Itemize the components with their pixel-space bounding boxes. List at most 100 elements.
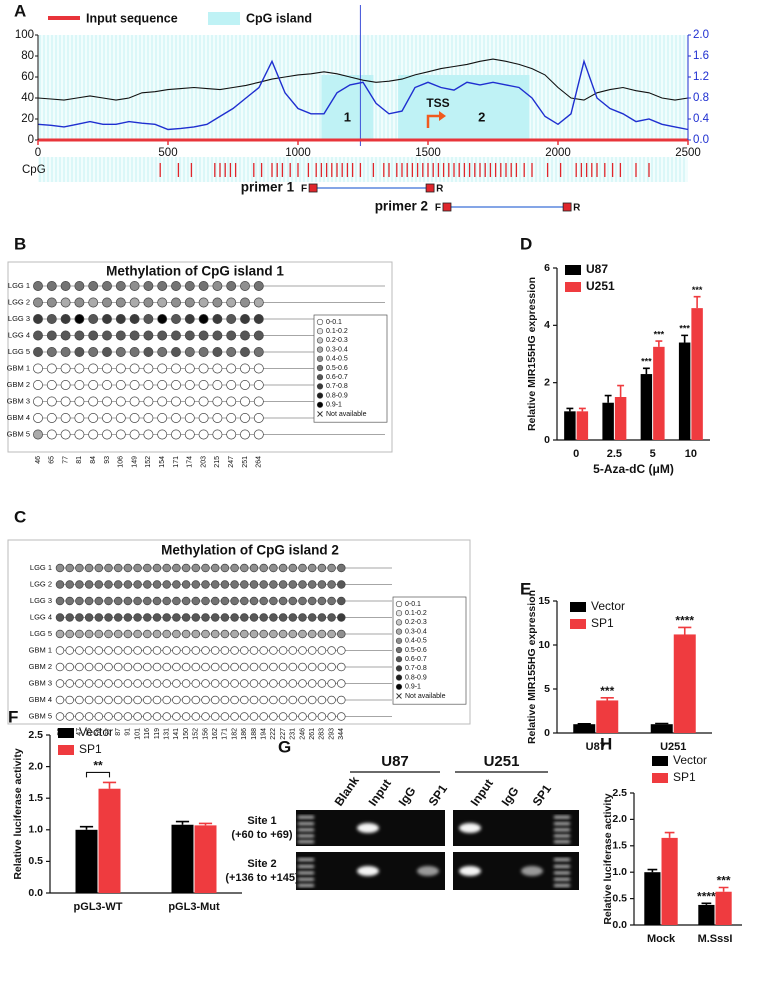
- methylation-dot: [88, 297, 99, 308]
- methylation-dot: [88, 347, 99, 357]
- significance-label: ***: [641, 357, 652, 367]
- ladder-band: [554, 815, 570, 819]
- methylation-dot: [249, 646, 259, 655]
- column-label: 215: [214, 456, 221, 468]
- methylation-dot: [129, 297, 140, 308]
- bar: [661, 837, 678, 925]
- methylation-dot: [212, 347, 223, 357]
- row-label: LGG 2: [30, 579, 52, 588]
- error-bar: [642, 367, 650, 375]
- methylation-dot: [191, 613, 201, 622]
- methylation-dot: [55, 662, 65, 672]
- methylation-dot: [184, 314, 195, 324]
- row-label: GBM 4: [29, 695, 52, 704]
- methylation-dot: [249, 596, 259, 606]
- methylation-dot: [172, 563, 181, 573]
- error-bar: [655, 340, 663, 347]
- methylation-dot: [298, 712, 307, 721]
- x-tick-label: 2000: [545, 147, 571, 159]
- methylation-dot: [184, 363, 195, 374]
- methylation-dot: [143, 396, 154, 407]
- legend-label: 0.8-0.9: [405, 674, 427, 681]
- methylation-dot: [104, 712, 113, 721]
- row-label: LGG 3: [8, 314, 30, 323]
- methylation-dot: [337, 712, 346, 721]
- methylation-dot: [253, 297, 264, 308]
- primer-box: [442, 202, 452, 212]
- methylation-dot: [212, 330, 223, 341]
- methylation-dot: [337, 662, 346, 672]
- methylation-dot: [249, 580, 259, 589]
- methylation-dot: [171, 413, 181, 423]
- gel-band: [417, 866, 439, 876]
- methylation-dot: [75, 679, 84, 688]
- column-label: 87: [115, 728, 122, 736]
- input-sequence-bar: [38, 138, 688, 142]
- column-label: 65: [49, 456, 56, 464]
- tss-label: TSS: [426, 96, 449, 110]
- legend-swatch: [570, 619, 586, 629]
- methylation-dot: [84, 580, 94, 589]
- bar: [698, 904, 715, 925]
- methylation-dot: [88, 314, 99, 324]
- legend-label: 0.2-0.3: [405, 619, 427, 626]
- y2-tick-label: 2.0: [693, 29, 709, 41]
- x-tick-label: 2.5: [607, 448, 622, 460]
- methylation-dot: [123, 563, 133, 573]
- legend-label: Vector: [591, 599, 625, 613]
- column-label: 246: [299, 728, 306, 740]
- lane-label: Input: [366, 776, 394, 808]
- row-label: LGG 3: [30, 596, 52, 605]
- column-label: 101: [134, 728, 141, 740]
- gel-band: [459, 823, 481, 833]
- lane-label: IgG: [396, 784, 419, 808]
- methylation-dot: [65, 629, 74, 639]
- y-tick-label: 15: [538, 595, 550, 607]
- x-tick-label: pGL3-Mut: [168, 901, 220, 913]
- legend-label: 0.5-0.6: [405, 647, 427, 654]
- methylation-dot: [253, 429, 264, 440]
- methylation-dot: [210, 629, 220, 639]
- methylation-dot: [129, 429, 140, 440]
- legend-label: 0.1-0.2: [405, 610, 427, 617]
- legend-dot: [316, 374, 324, 381]
- methylation-dot: [74, 297, 85, 308]
- methylation-dot: [307, 646, 317, 655]
- methylation-dot: [143, 281, 154, 291]
- methylation-dot: [201, 563, 210, 573]
- methylation-dot: [253, 363, 264, 374]
- methylation-dot: [94, 613, 104, 622]
- row-label: GBM 4: [7, 413, 30, 422]
- site-label: Site 1: [247, 815, 276, 827]
- legend-swatch: [58, 745, 74, 755]
- legend-label: CpG island: [246, 11, 312, 25]
- y-tick-label: 1.0: [28, 824, 43, 836]
- methylation-dot: [201, 646, 210, 655]
- methylation-dot: [129, 330, 140, 341]
- methylation-dot: [162, 613, 171, 622]
- methylation-dot: [104, 580, 113, 589]
- methylation-dot: [269, 695, 278, 705]
- legend-dot: [316, 328, 324, 335]
- methylation-dot: [240, 314, 250, 324]
- methylation-dot: [88, 380, 99, 390]
- methylation-dot: [152, 679, 162, 688]
- methylation-dot: [55, 580, 65, 589]
- legend-swatch: [570, 602, 586, 612]
- methylation-dot: [133, 646, 142, 655]
- methylation-dot: [102, 297, 112, 308]
- methylation-dot: [269, 712, 278, 721]
- methylation-dot: [240, 429, 250, 440]
- methylation-dot: [269, 580, 278, 589]
- methylation-dot: [88, 330, 99, 341]
- y-tick-label: 100: [15, 29, 34, 41]
- methylation-dot: [113, 596, 123, 606]
- methylation-dot: [152, 596, 162, 606]
- x-tick-label: 5: [650, 448, 656, 460]
- error-bar: [718, 886, 729, 892]
- y-tick-label: 0: [544, 727, 550, 739]
- methylation-dot: [102, 314, 112, 324]
- column-label: 119: [154, 728, 161, 739]
- methylation-dot: [230, 580, 239, 589]
- bar: [644, 872, 661, 925]
